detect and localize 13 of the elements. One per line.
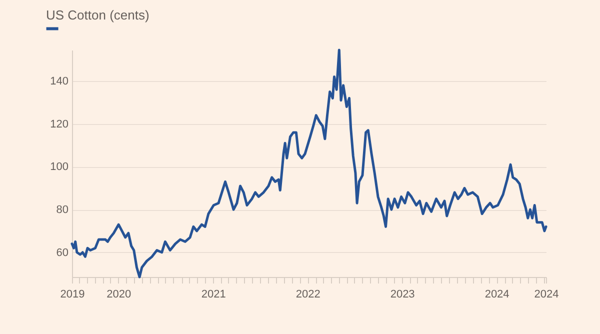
x-tick-label: 2019 (60, 288, 85, 300)
x-tick-label: 2023 (390, 288, 415, 300)
y-tick-label: 80 (56, 204, 68, 216)
text: US Cotton (cents) (46, 8, 150, 22)
y-tick-label: 60 (56, 246, 68, 259)
x-tick-label: 2024 (484, 288, 510, 300)
x-tick-label: 2020 (106, 288, 132, 300)
x-tick-label: 2022 (296, 288, 320, 300)
y-tick-label: 100 (50, 161, 68, 174)
y-tick-label: 140 (50, 76, 68, 88)
x-tick-label: 2024 (534, 288, 559, 300)
y-tick-label: 120 (50, 118, 68, 130)
x-tick-label: 2021 (201, 288, 226, 300)
